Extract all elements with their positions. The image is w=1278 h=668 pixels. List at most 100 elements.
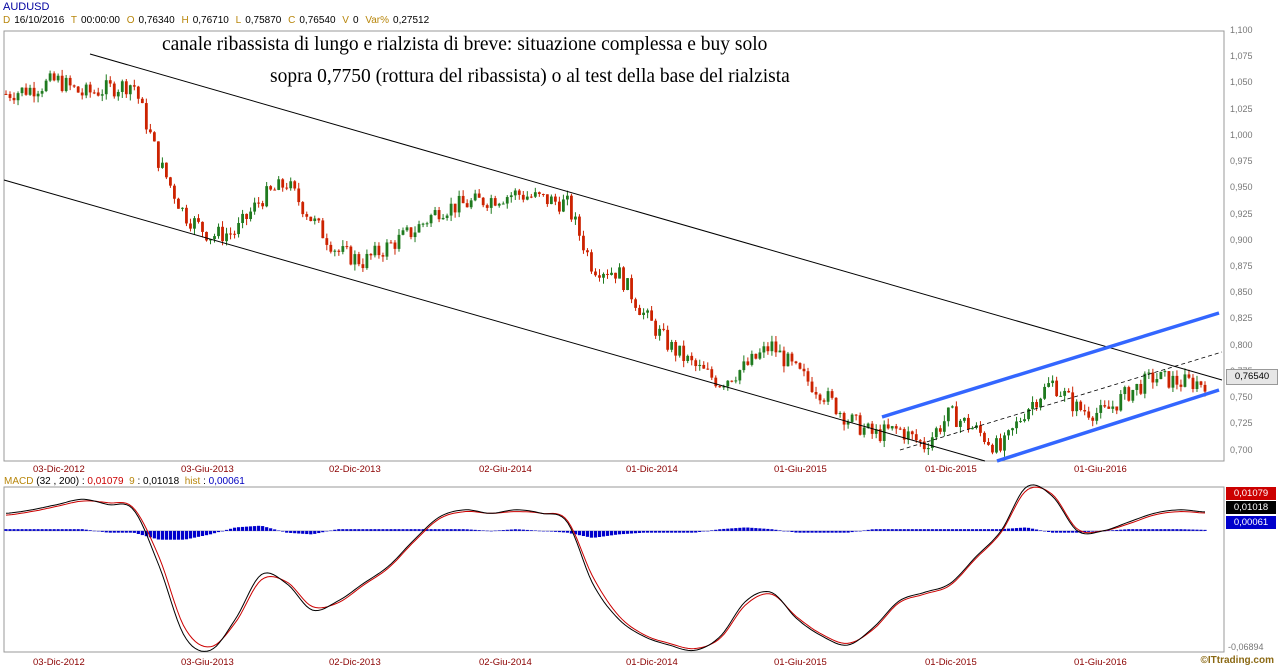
candle-body [686, 355, 690, 361]
candle-body [1199, 381, 1203, 385]
candle-body [473, 193, 477, 201]
macd-hist-bar [778, 530, 782, 531]
price-tick-label: 0,750 [1230, 392, 1253, 403]
candle-body [16, 93, 20, 101]
signal-value: 0,01018 [143, 476, 180, 487]
candle-body [8, 94, 12, 98]
macd-hist-bar [662, 530, 666, 533]
candle-body [329, 244, 333, 252]
macd-hist-bar [140, 530, 144, 536]
candle-body [249, 211, 253, 220]
candlestick-series [4, 69, 1207, 457]
macd-hist-bar [373, 529, 377, 531]
volume-key: V [342, 15, 349, 26]
candle-body [806, 371, 810, 382]
macd-hist-bar [806, 530, 810, 533]
candle-body [124, 81, 128, 95]
candle-body [770, 341, 774, 352]
macd-hist-bar [970, 529, 975, 531]
macd-hist-bar [750, 527, 754, 531]
macd-hist-bar [1014, 528, 1019, 531]
macd-hist-bar [605, 530, 610, 536]
macd-hist-bar [942, 529, 946, 531]
candle-body [265, 186, 269, 207]
macd-hist-bar [64, 529, 68, 531]
candle-body [854, 414, 858, 416]
macd-hist-bar [730, 528, 734, 531]
macd-series [4, 484, 1207, 652]
macd-tag: 0,01079 [1226, 487, 1276, 500]
candle-body [662, 328, 666, 330]
macd-hist-bar [20, 529, 24, 531]
macd-hist-bar [1151, 529, 1155, 531]
uptrend-channel-midline [899, 351, 1223, 451]
macd-hist-bar [92, 530, 96, 532]
candle-body [822, 400, 826, 402]
candle-body [582, 235, 585, 251]
macd-hist-bar [40, 529, 44, 531]
candle-body [958, 420, 962, 427]
candle-body [682, 345, 686, 361]
macd-line [5, 484, 1206, 652]
macd-hist-bar [180, 530, 185, 540]
macd-hist-bar [938, 529, 942, 531]
macd-hist-bar [104, 530, 108, 533]
macd-hist-bar [1139, 529, 1143, 531]
candle-body [557, 201, 561, 212]
macd-hist-bar [413, 529, 417, 531]
candle-body [954, 406, 958, 427]
candle-body [413, 232, 417, 238]
candle-body [152, 132, 156, 142]
macd-hist-bar [493, 530, 497, 532]
time-tick-label: 01-Giu-2016 [1074, 657, 1127, 668]
candle-body [1183, 374, 1187, 387]
macd-hist-bar [946, 529, 950, 531]
macd-hist-bar [1006, 528, 1011, 531]
candle-body [429, 215, 433, 224]
macd-min-label: -0,06894 [1228, 642, 1264, 652]
macd-hist-bar [858, 530, 862, 532]
candle-body [1171, 375, 1175, 388]
macd-hist-bar [265, 527, 269, 531]
macd-hist-bar [52, 529, 56, 531]
candle-body [136, 86, 140, 99]
macd-hist-bar [1030, 528, 1035, 531]
macd-hist-bar [60, 529, 64, 531]
macd-hist-bar [1147, 529, 1151, 531]
macd-hist-bar [80, 529, 84, 531]
time-tick-label: 02-Giu-2014 [479, 464, 532, 475]
macd-hist-bar [786, 530, 790, 532]
macd-hist-bar [818, 530, 822, 533]
macd-hist-bar [561, 530, 565, 533]
macd-hist-bar [862, 530, 866, 531]
macd-hist-bar [734, 528, 738, 531]
candle-body [882, 424, 886, 441]
macd-hist-bar [353, 529, 357, 531]
macd-hist-bar [261, 526, 265, 531]
candle-body [1003, 435, 1006, 451]
close-key: C [288, 15, 296, 26]
macd-hist-bar [232, 527, 237, 531]
candle-body [942, 421, 946, 432]
macd-hist-bar [678, 530, 682, 533]
macd-hist-bar [517, 529, 521, 531]
macd-hist-bar [1095, 530, 1099, 532]
candle-body [405, 227, 409, 231]
candle-body [1027, 409, 1030, 420]
candle-body [1055, 380, 1059, 397]
candle-body [465, 203, 469, 208]
macd-hist-bar [1191, 529, 1195, 531]
macd-hist-bar [842, 530, 846, 533]
macd-hist-bar [633, 530, 638, 534]
candle-body [156, 141, 160, 168]
candle-body [128, 85, 132, 95]
candle-body [64, 77, 68, 91]
price-tick-label: 1,000 [1230, 129, 1253, 140]
candle-body [517, 190, 521, 195]
macd-hist-bar [894, 529, 898, 531]
candle-body [1071, 392, 1075, 412]
candle-body [160, 162, 164, 168]
candle-body [610, 272, 613, 275]
price-tick-label: 0,725 [1230, 418, 1253, 429]
macd-hist-bar [1091, 530, 1095, 532]
